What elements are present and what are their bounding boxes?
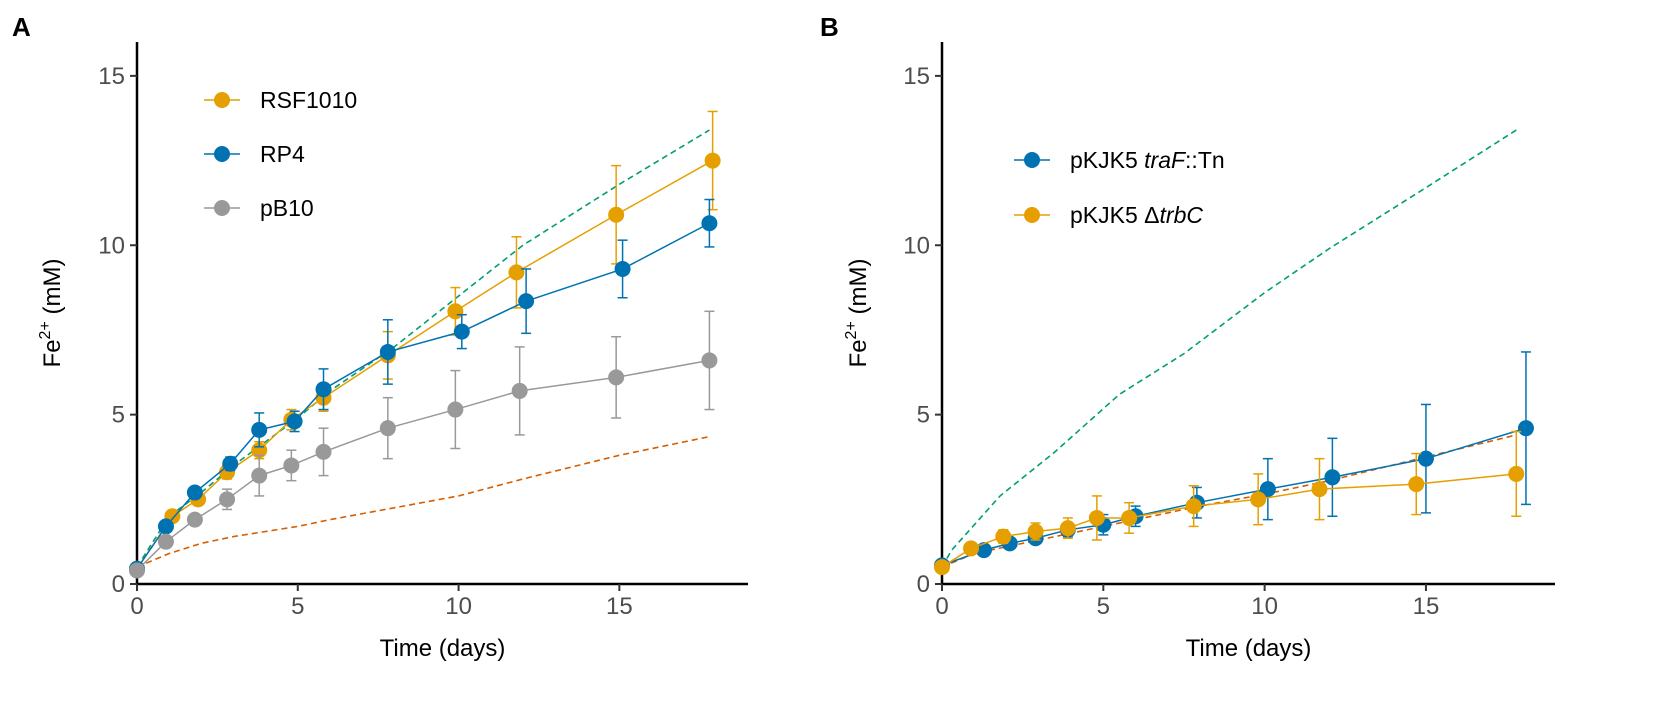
data-point — [508, 264, 525, 281]
y-tick-label: 10 — [903, 232, 930, 259]
y-tick-label: 0 — [917, 571, 930, 598]
panel-b-label: B — [820, 12, 839, 42]
x-tick-label: 5 — [291, 593, 304, 620]
data-point — [157, 533, 174, 550]
series-pb10 — [129, 310, 718, 579]
data-point — [1417, 450, 1434, 467]
data-point — [129, 562, 145, 579]
legend-label: pKJK5 ΔtrbC — [1070, 202, 1203, 228]
data-point — [1311, 481, 1328, 498]
data-point — [975, 542, 992, 559]
y-tick-label: 5 — [112, 402, 125, 429]
data-point — [1517, 420, 1534, 437]
data-point — [701, 352, 718, 369]
reference-line-orange-dashed — [941, 434, 1517, 568]
data-point — [157, 518, 174, 535]
y-tick-label: 5 — [917, 402, 930, 429]
x-tick-label: 0 — [130, 593, 143, 620]
data-point — [1259, 481, 1276, 498]
panel-b: B 0 5 10 15 0 5 10 15 Time (days) Fe2+ (mM) pKJK5 … — [820, 12, 1555, 662]
data-point — [511, 382, 528, 399]
data-point — [251, 421, 268, 438]
series-line — [941, 427, 1527, 567]
x-tick-label: 10 — [1251, 593, 1278, 620]
data-point — [518, 293, 535, 310]
y-tick-label: 15 — [98, 63, 125, 90]
legend: RSF1010 RP4 pB10 — [204, 87, 357, 221]
data-point — [608, 369, 625, 386]
data-point — [701, 215, 718, 232]
data-point — [251, 467, 268, 484]
data-point — [1059, 520, 1076, 537]
legend-key-point — [214, 92, 230, 108]
data-point — [379, 343, 396, 360]
data-point — [1027, 523, 1044, 540]
data-point — [219, 491, 236, 508]
series-pkjk5-traf-tn — [934, 351, 1534, 574]
x-tick-label: 15 — [1413, 593, 1440, 620]
series-rsf1010 — [129, 110, 721, 577]
legend-label: RP4 — [260, 141, 305, 167]
data-point — [963, 540, 980, 557]
data-point — [614, 260, 631, 277]
legend-key-point — [1024, 152, 1040, 168]
x-tick-label: 0 — [935, 593, 948, 620]
legend-key-point — [1024, 207, 1040, 223]
data-point — [1121, 509, 1138, 526]
data-point — [186, 484, 203, 501]
series-rp4 — [129, 198, 718, 577]
y-tick-label: 0 — [112, 571, 125, 598]
data-point — [447, 303, 464, 320]
data-point — [315, 443, 332, 460]
legend-key-point — [214, 146, 230, 162]
data-point — [453, 323, 470, 340]
data-point — [1250, 491, 1267, 508]
series-line — [136, 159, 713, 570]
data-point — [186, 511, 203, 528]
data-point — [1088, 509, 1105, 526]
data-point — [222, 455, 239, 472]
data-point — [995, 528, 1012, 545]
y-axis-title: Fe2+ (mM) — [37, 259, 66, 368]
x-tick-label: 5 — [1097, 593, 1110, 620]
data-point — [379, 420, 396, 437]
series-pkjk5-trbc — [934, 430, 1525, 576]
legend-label: pKJK5 traF::Tn — [1070, 147, 1225, 173]
y-axis-title: Fe2+ (mM) — [843, 259, 872, 368]
data-point — [286, 413, 303, 430]
data-point — [1324, 469, 1341, 486]
data-point — [608, 206, 625, 223]
x-axis-title: Time (days) — [1186, 635, 1312, 662]
reference-line-green-dashed — [941, 129, 1517, 568]
data-point — [934, 559, 950, 576]
y-tick-label: 10 — [98, 232, 125, 259]
panel-a: A 0 5 10 15 0 5 10 15 Time (days) Fe2+ (mM) RSF101… — [12, 12, 748, 662]
x-axis-title: Time (days) — [380, 635, 506, 662]
panel-a-label: A — [12, 12, 31, 42]
series-line — [941, 473, 1517, 568]
data-point — [1508, 465, 1525, 482]
y-tick-label: 15 — [903, 63, 930, 90]
data-point — [1185, 498, 1202, 515]
legend-label: pB10 — [260, 195, 314, 221]
data-point — [1408, 476, 1425, 493]
data-point — [704, 152, 721, 169]
data-point — [315, 381, 332, 398]
legend-label: RSF1010 — [260, 87, 357, 113]
reference-line-orange-dashed — [136, 435, 710, 568]
legend-key-point — [214, 200, 230, 216]
data-point — [283, 457, 300, 474]
x-tick-label: 15 — [606, 593, 633, 620]
x-tick-label: 10 — [445, 593, 472, 620]
data-point — [447, 401, 464, 418]
